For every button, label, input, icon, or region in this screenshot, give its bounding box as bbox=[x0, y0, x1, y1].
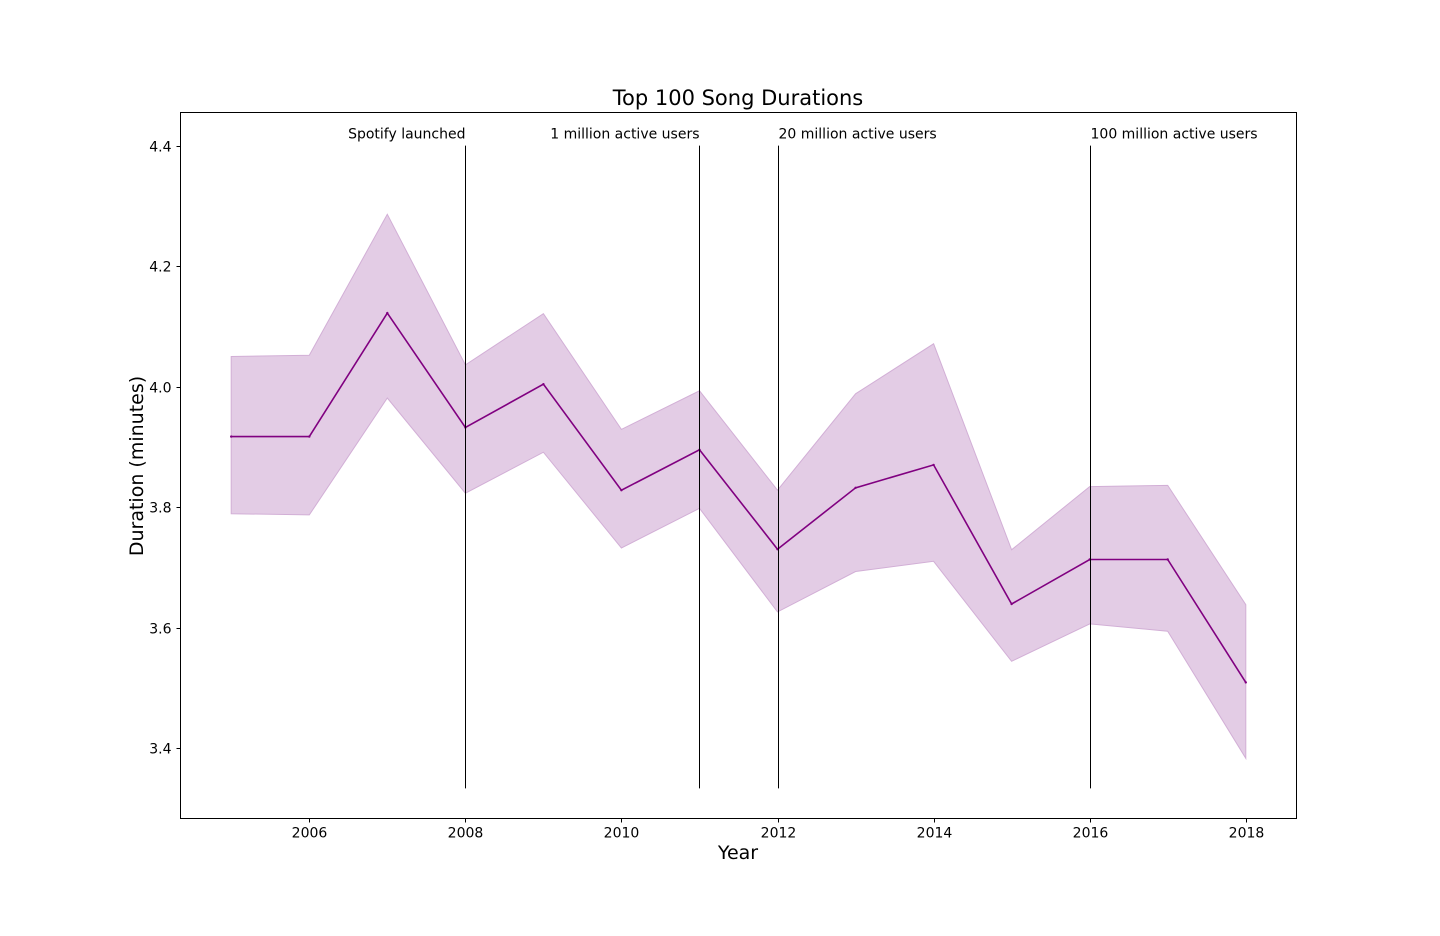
y-tick-label: 3.6 bbox=[149, 622, 171, 638]
y-tick-label: 3.8 bbox=[149, 501, 171, 517]
y-axis-label: Duration (minutes) bbox=[126, 376, 148, 556]
data-point bbox=[542, 383, 545, 386]
y-tick-label: 4.4 bbox=[149, 140, 171, 156]
y-tick-label: 3.4 bbox=[149, 742, 171, 758]
annotation-label: Spotify launched bbox=[348, 127, 465, 143]
x-tick-label: 2010 bbox=[604, 826, 640, 842]
axes-frame bbox=[180, 112, 1297, 819]
x-axis-label: Year bbox=[717, 842, 758, 864]
plot-area: Spotify launched 1 million active users 20… bbox=[230, 127, 1258, 789]
annotation-label: 20 million active users bbox=[779, 127, 937, 143]
chart-title: Top 100 Song Durations bbox=[612, 86, 864, 110]
data-point bbox=[386, 311, 389, 315]
y-tick-label: 4.0 bbox=[149, 381, 171, 397]
series-line bbox=[231, 311, 1247, 683]
y-axis-ticks: 3.4 3.6 3.8 4.0 4.2 4.4 bbox=[149, 140, 181, 758]
data-point bbox=[1166, 558, 1169, 561]
annotation-label: 100 million active users bbox=[1091, 127, 1258, 143]
data-point bbox=[932, 463, 935, 467]
data-point bbox=[1010, 602, 1013, 606]
x-tick-label: 2006 bbox=[292, 826, 328, 842]
data-point bbox=[1244, 681, 1248, 684]
x-tick-label: 2018 bbox=[1229, 826, 1265, 842]
data-point bbox=[620, 489, 623, 492]
x-tick-label: 2014 bbox=[917, 826, 953, 842]
annotation-label: 1 million active users bbox=[550, 127, 699, 143]
data-point bbox=[230, 435, 233, 438]
confidence-band bbox=[230, 213, 1247, 761]
x-tick-label: 2008 bbox=[448, 826, 484, 842]
x-axis-ticks: 2006 2008 2010 2012 2014 2016 2018 bbox=[292, 818, 1265, 842]
data-point bbox=[854, 486, 857, 489]
y-tick-label: 4.2 bbox=[149, 260, 171, 276]
data-point bbox=[308, 435, 311, 438]
x-tick-label: 2012 bbox=[761, 826, 797, 842]
x-tick-label: 2016 bbox=[1073, 826, 1109, 842]
